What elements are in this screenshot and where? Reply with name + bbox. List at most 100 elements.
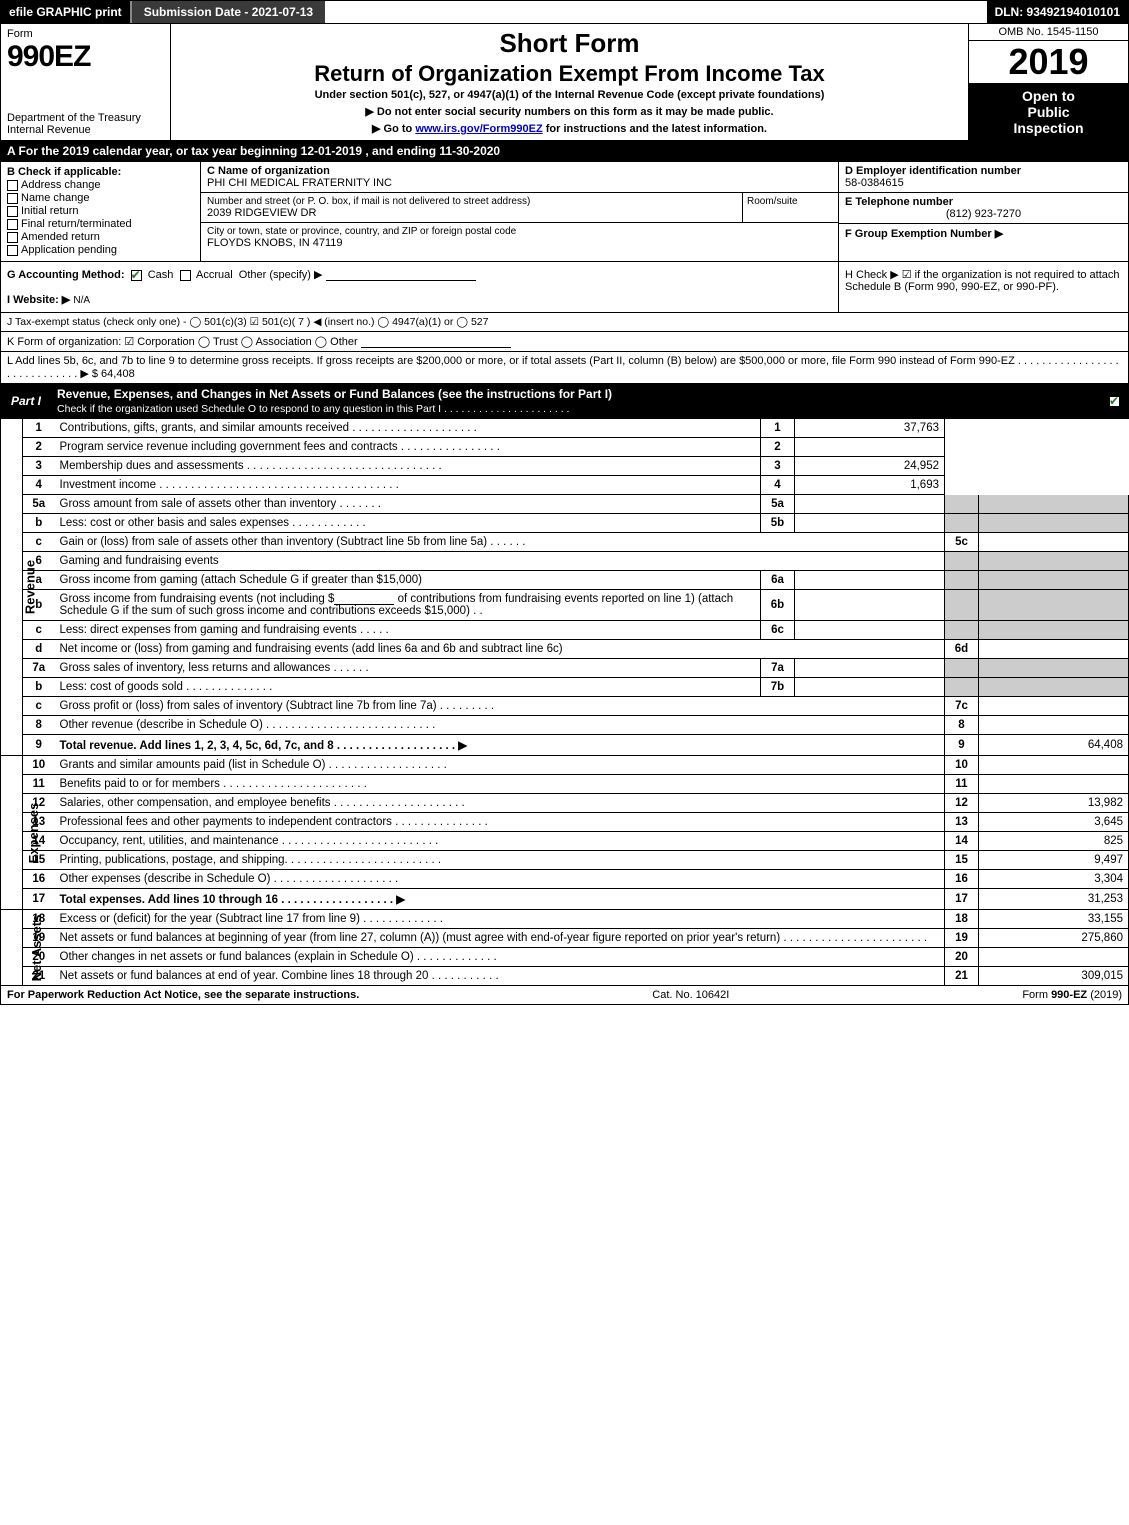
internal-revenue: Internal Revenue (7, 124, 164, 136)
expenses-section: Expenses 10Grants and similar amounts pa… (0, 756, 1129, 910)
header-left: Form 990EZ Department of the Treasury In… (1, 24, 171, 140)
line-18: 18Excess or (deficit) for the year (Subt… (23, 910, 1129, 929)
tax-year-bar: A For the 2019 calendar year, or tax yea… (0, 141, 1129, 162)
revenue-sidelabel: Revenue (0, 419, 22, 756)
submission-date: Submission Date - 2021-07-13 (130, 1, 325, 23)
city-label: City or town, state or province, country… (207, 226, 832, 237)
omb-number: OMB No. 1545-1150 (969, 24, 1128, 41)
line-2: 2Program service revenue including gover… (23, 438, 1129, 457)
other-specify-line[interactable] (326, 269, 476, 281)
e-phone-label: E Telephone number (845, 196, 953, 208)
street-label: Number and street (or P. O. box, if mail… (207, 196, 738, 207)
org-name: PHI CHI MEDICAL FRATERNITY INC (207, 177, 832, 189)
under-section: Under section 501(c), 527, or 4947(a)(1)… (177, 89, 962, 101)
form-number: 990EZ (7, 40, 164, 74)
paperwork-notice: For Paperwork Reduction Act Notice, see … (7, 989, 359, 1001)
chk-schedule-o[interactable] (1109, 396, 1120, 407)
cat-no: Cat. No. 10642I (359, 989, 1022, 1001)
line-17: 17Total expenses. Add lines 10 through 1… (23, 889, 1129, 910)
line-14: 14Occupancy, rent, utilities, and mainte… (23, 832, 1129, 851)
line-7a: 7aGross sales of inventory, less returns… (23, 659, 1129, 678)
section-b: B Check if applicable: Address change Na… (1, 162, 201, 261)
part-i-title: Revenue, Expenses, and Changes in Net As… (51, 384, 1109, 418)
dept-treasury: Department of the Treasury (7, 112, 164, 124)
section-b-title: B Check if applicable: (7, 166, 121, 178)
line-3: 3Membership dues and assessments . . . .… (23, 457, 1129, 476)
part-i-bar: Part I Revenue, Expenses, and Changes in… (0, 384, 1129, 419)
line-10: 10Grants and similar amounts paid (list … (23, 756, 1129, 775)
line-20: 20Other changes in net assets or fund ba… (23, 948, 1129, 967)
header-center: Short Form Return of Organization Exempt… (171, 24, 968, 140)
line-7b: bLess: cost of goods sold . . . . . . . … (23, 678, 1129, 697)
inspection: Inspection (971, 120, 1126, 136)
header-right: OMB No. 1545-1150 2019 Open to Public In… (968, 24, 1128, 140)
k-other-line[interactable] (361, 336, 511, 348)
efile-print-label[interactable]: efile GRAPHIC print (1, 1, 130, 23)
netassets-section: Net Assets 18Excess or (deficit) for the… (0, 910, 1129, 986)
chk-application-pending[interactable]: Application pending (7, 244, 194, 256)
dln-label: DLN: 93492194010101 (987, 1, 1128, 23)
line-4: 4Investment income . . . . . . . . . . .… (23, 476, 1129, 495)
line-5b: bLess: cost or other basis and sales exp… (23, 514, 1129, 533)
no-ssn-notice: ▶ Do not enter social security numbers o… (177, 105, 962, 118)
line-15: 15Printing, publications, postage, and s… (23, 851, 1129, 870)
irs-link[interactable]: www.irs.gov/Form990EZ (415, 123, 542, 135)
c-name-label: C Name of organization (207, 165, 832, 177)
line-19: 19Net assets or fund balances at beginni… (23, 929, 1129, 948)
line-5c: cGain or (loss) from sale of assets othe… (23, 533, 1129, 552)
line-8: 8Other revenue (describe in Schedule O) … (23, 716, 1129, 735)
street-value: 2039 RIDGEVIEW DR (207, 207, 738, 219)
return-title: Return of Organization Exempt From Incom… (177, 61, 962, 87)
info-grid: B Check if applicable: Address change Na… (0, 162, 1129, 262)
section-g: G Accounting Method: Cash Accrual Other … (1, 262, 838, 312)
open-public-inspection: Open to Public Inspection (969, 84, 1128, 140)
line-6: 6Gaming and fundraising events (23, 552, 1129, 571)
form-header: Form 990EZ Department of the Treasury In… (0, 24, 1129, 141)
topbar-spacer (325, 1, 986, 23)
instructions-link-line: ▶ Go to www.irs.gov/Form990EZ for instru… (177, 122, 962, 135)
section-h: H Check ▶ ☑ if the organization is not r… (838, 262, 1128, 312)
goto-post: for instructions and the latest informat… (543, 123, 767, 135)
line-16: 16Other expenses (describe in Schedule O… (23, 870, 1129, 889)
section-j: J Tax-exempt status (check only one) - ◯… (0, 313, 1129, 332)
top-bar: efile GRAPHIC print Submission Date - 20… (0, 0, 1129, 24)
line-7c: cGross profit or (loss) from sales of in… (23, 697, 1129, 716)
chk-accrual[interactable] (180, 270, 191, 281)
g-label: G Accounting Method: (7, 269, 125, 281)
section-k: K Form of organization: ☑ Corporation ◯ … (0, 332, 1129, 352)
open-to: Open to (971, 88, 1126, 104)
line-6a: aGross income from gaming (attach Schedu… (23, 571, 1129, 590)
i-website-label: I Website: ▶ (7, 294, 70, 306)
page-footer: For Paperwork Reduction Act Notice, see … (0, 986, 1129, 1005)
section-l: L Add lines 5b, 6c, and 7b to line 9 to … (0, 352, 1129, 384)
line-21: 21Net assets or fund balances at end of … (23, 967, 1129, 986)
chk-address-change[interactable]: Address change (7, 179, 194, 191)
revenue-table: 1Contributions, gifts, grants, and simil… (22, 419, 1129, 756)
line-1: 1Contributions, gifts, grants, and simil… (23, 419, 1129, 438)
chk-amended-return[interactable]: Amended return (7, 231, 194, 243)
chk-initial-return[interactable]: Initial return (7, 205, 194, 217)
line-11: 11Benefits paid to or for members . . . … (23, 775, 1129, 794)
e-phone-value: (812) 923-7270 (845, 208, 1122, 220)
goto-pre: ▶ Go to (372, 123, 415, 135)
i-website-value: N/A (73, 295, 90, 306)
d-ein-label: D Employer identification number (845, 165, 1021, 177)
section-c: C Name of organization PHI CHI MEDICAL F… (201, 162, 838, 261)
form-ref: Form 990-EZ (2019) (1022, 989, 1122, 1001)
expenses-table: 10Grants and similar amounts paid (list … (22, 756, 1129, 910)
row-gh: G Accounting Method: Cash Accrual Other … (0, 262, 1129, 313)
line-13: 13Professional fees and other payments t… (23, 813, 1129, 832)
chk-cash[interactable] (131, 270, 142, 281)
form-word: Form (7, 28, 164, 40)
chk-name-change[interactable]: Name change (7, 192, 194, 204)
tax-year: 2019 (969, 41, 1128, 84)
netassets-sidelabel: Net Assets (0, 910, 22, 986)
d-ein-value: 58-0384615 (845, 177, 904, 189)
short-form-title: Short Form (177, 28, 962, 59)
revenue-section: Revenue 1Contributions, gifts, grants, a… (0, 419, 1129, 756)
public: Public (971, 104, 1126, 120)
line-9: 9Total revenue. Add lines 1, 2, 3, 4, 5c… (23, 735, 1129, 756)
line-6b: bGross income from fundraising events (n… (23, 590, 1129, 621)
f-group-label: F Group Exemption Number ▶ (845, 228, 1003, 240)
chk-final-return[interactable]: Final return/terminated (7, 218, 194, 230)
